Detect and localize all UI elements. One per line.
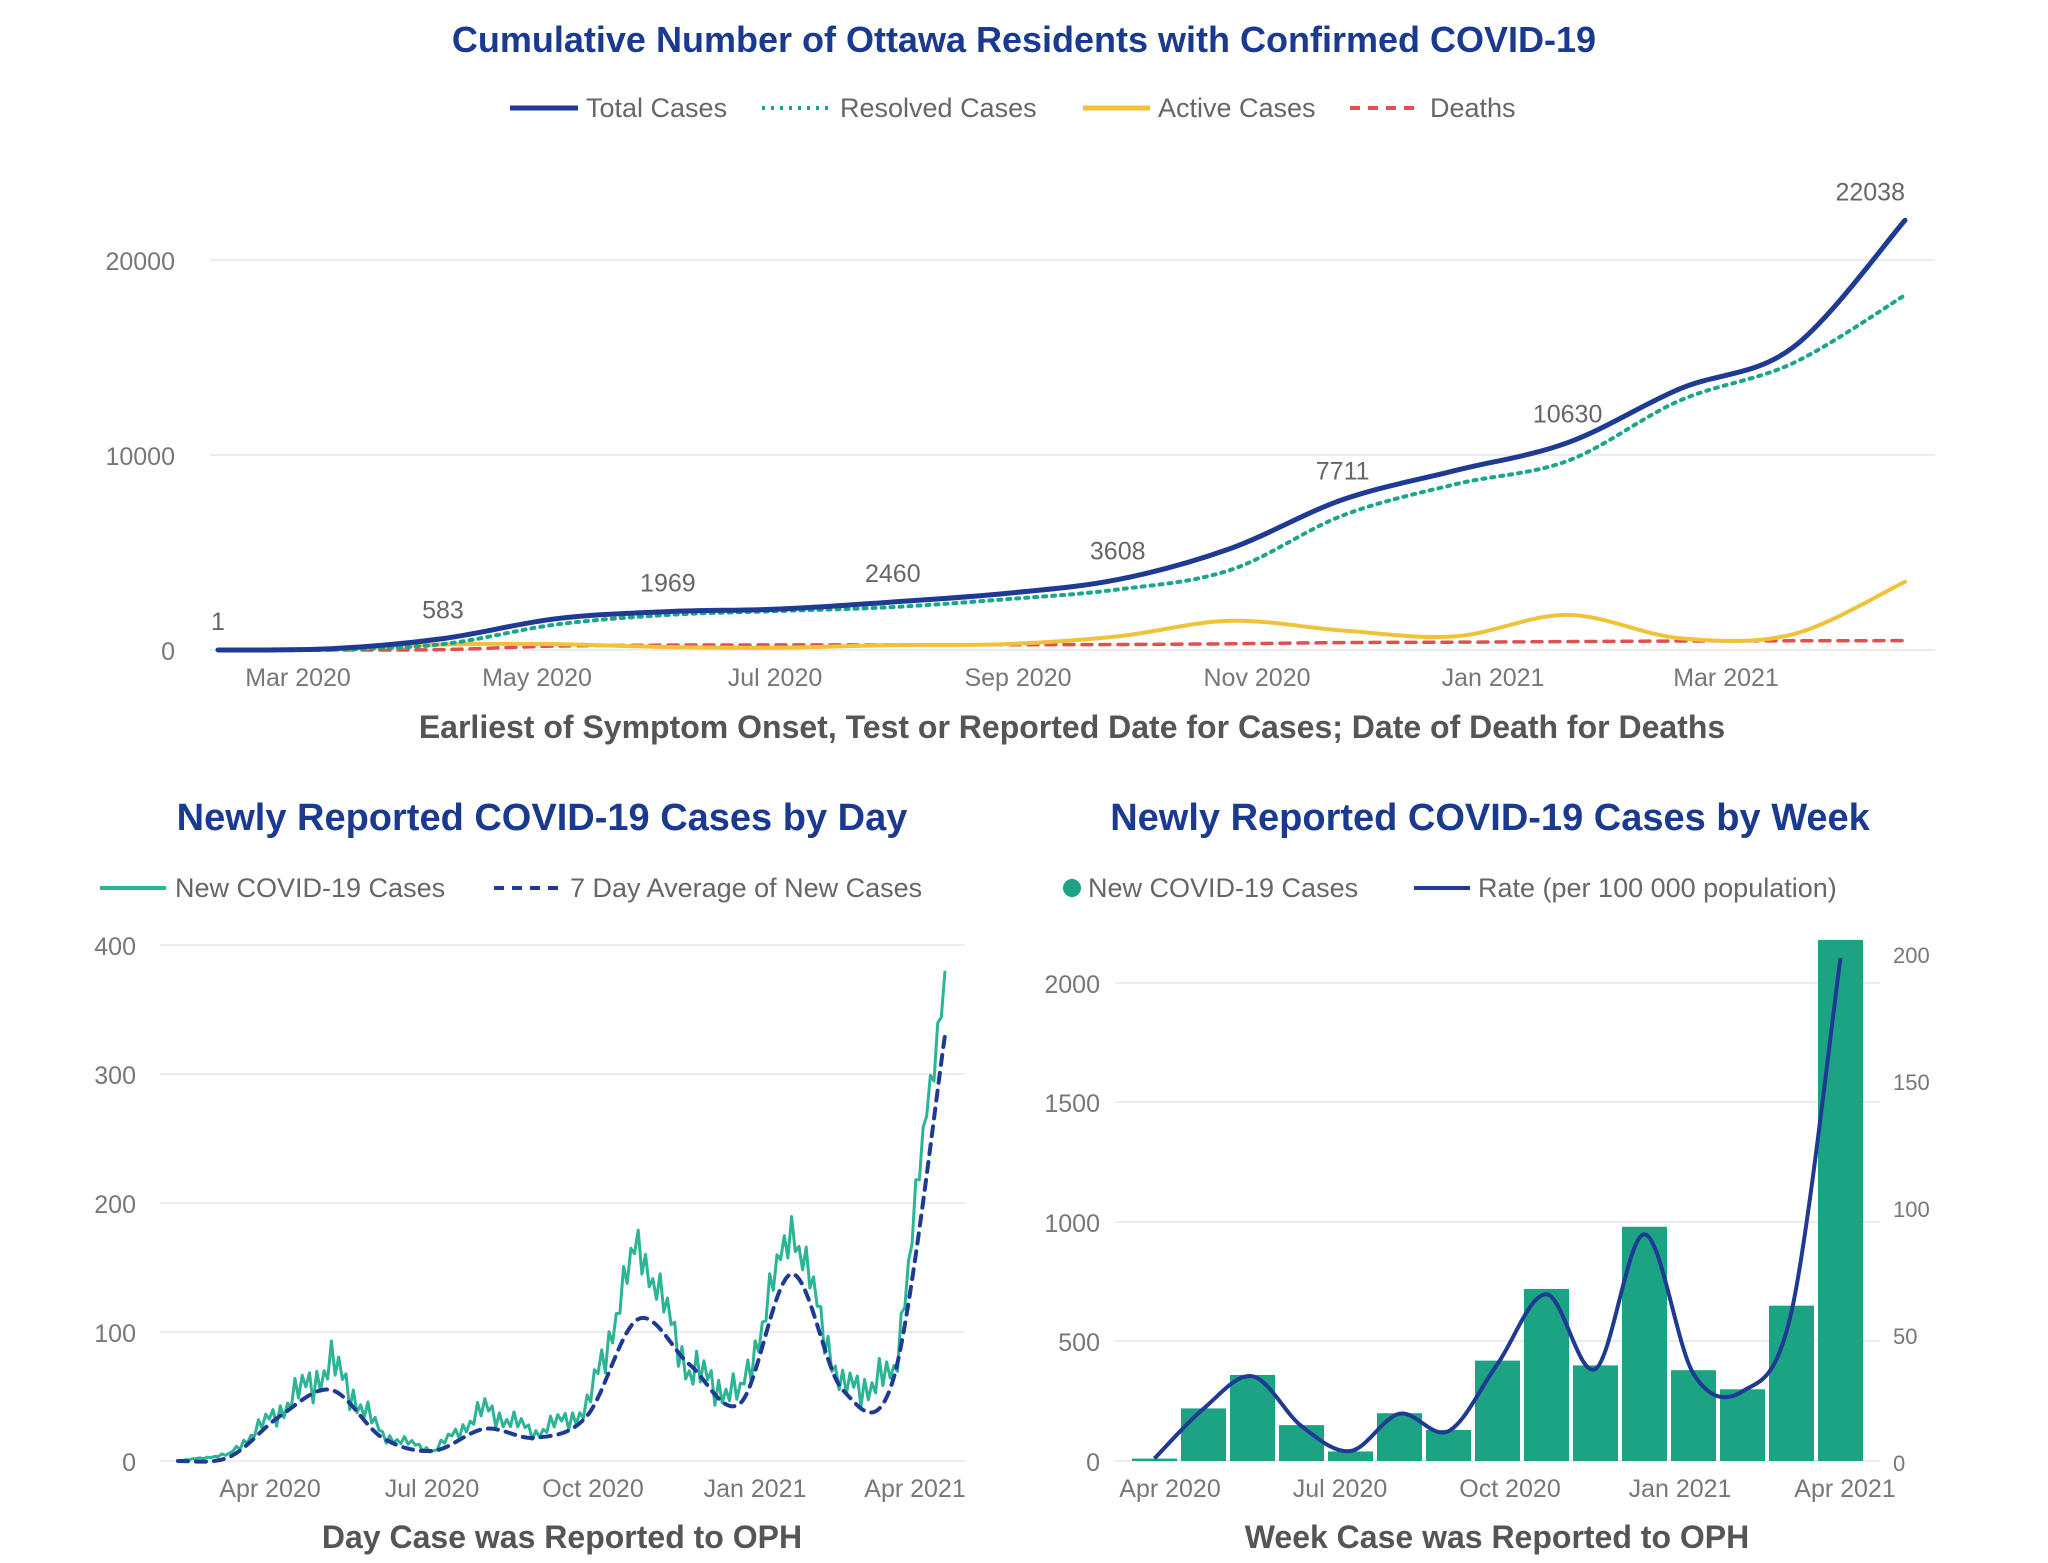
- data-label: 583: [422, 597, 464, 625]
- y-tick-label: 0: [122, 1449, 136, 1477]
- x-tick-label: Jul 2020: [385, 1475, 480, 1503]
- data-label: 1969: [640, 570, 696, 598]
- x-tick-label: May 2020: [482, 664, 592, 692]
- y2-tick-label: 150: [1893, 1070, 1930, 1095]
- x-tick-label: Oct 2020: [542, 1475, 643, 1503]
- x-tick-label: Apr 2020: [1119, 1475, 1220, 1503]
- weekly-x-axis-title: Week Case was Reported to OPH: [1245, 1519, 1749, 1555]
- series-line-new-covid-19-cases: [177, 970, 947, 1463]
- series-line-total-cases: [215, 217, 1908, 653]
- y2-tick-label: 50: [1893, 1324, 1917, 1349]
- legend-label-deaths: Deaths: [1430, 93, 1516, 123]
- legend-label-weekly-bars: New COVID-19 Cases: [1088, 873, 1358, 903]
- weekly-bar: [1132, 1458, 1177, 1461]
- legend-label-total: Total Cases: [586, 93, 727, 123]
- legend-label-resolved: Resolved Cases: [840, 93, 1037, 123]
- data-label: 10630: [1533, 401, 1603, 429]
- x-tick-label: Jan 2021: [704, 1475, 807, 1503]
- x-tick-label: Jul 2020: [728, 664, 823, 692]
- x-tick-label: Nov 2020: [1203, 664, 1310, 692]
- y-tick-label: 20000: [105, 248, 175, 276]
- y-tick-label: 1000: [1044, 1210, 1100, 1238]
- weekly-chart: Newly Reported COVID-19 Cases by Week Ne…: [1044, 797, 1929, 1555]
- series-line-7-day-average: [176, 1033, 947, 1464]
- weekly-plot-area: [1132, 939, 1863, 1461]
- data-label: 2460: [865, 560, 921, 588]
- weekly-bar: [1181, 1408, 1226, 1461]
- cumulative-x-axis-title: Earliest of Symptom Onset, Test or Repor…: [419, 709, 1725, 745]
- data-label: 7711: [1316, 458, 1370, 486]
- legend-swatch-weekly-bars: [1063, 879, 1081, 897]
- cumulative-plot-area: 1 583 1969 2460 3608 7711 10630 22038: [211, 178, 1908, 653]
- data-label: 22038: [1835, 178, 1905, 206]
- y-tick-label: 10000: [105, 443, 175, 471]
- y-tick-label: 0: [161, 638, 175, 666]
- y-tick-label: 500: [1058, 1329, 1100, 1357]
- daily-plot-area: [176, 970, 947, 1464]
- series-line-rate: [1153, 957, 1843, 1460]
- y-tick-label: 400: [94, 933, 136, 961]
- y-tick-label: 0: [1086, 1449, 1100, 1477]
- x-tick-label: Jul 2020: [1293, 1475, 1388, 1503]
- y-tick-label: 2000: [1044, 971, 1100, 999]
- legend-label-daily: New COVID-19 Cases: [175, 873, 445, 903]
- data-label: 3608: [1090, 538, 1146, 566]
- y2-tick-label: 200: [1893, 943, 1930, 968]
- y-tick-label: 200: [94, 1191, 136, 1219]
- cumulative-chart: Cumulative Number of Ottawa Residents wi…: [105, 19, 1935, 745]
- y-tick-label: 100: [94, 1320, 136, 1348]
- x-tick-label: Jan 2021: [1629, 1475, 1732, 1503]
- series-line-active-cases: [216, 579, 1907, 652]
- x-tick-label: Mar 2020: [245, 664, 351, 692]
- legend-label-avg: 7 Day Average of New Cases: [570, 873, 922, 903]
- daily-chart: Newly Reported COVID-19 Cases by Day New…: [94, 797, 965, 1555]
- y-tick-label: 1500: [1044, 1090, 1100, 1118]
- weekly-chart-title: Newly Reported COVID-19 Cases by Week: [1110, 797, 1870, 839]
- weekly-bar: [1426, 1429, 1471, 1461]
- daily-chart-title: Newly Reported COVID-19 Cases by Day: [177, 797, 908, 839]
- data-label: 1: [211, 608, 225, 636]
- x-tick-label: Mar 2021: [1673, 664, 1779, 692]
- daily-legend: New COVID-19 Cases 7 Day Average of New …: [100, 873, 922, 903]
- weekly-bar: [1475, 1360, 1520, 1461]
- weekly-legend: New COVID-19 Cases Rate (per 100 000 pop…: [1063, 873, 1837, 903]
- y2-tick-label: 100: [1893, 1197, 1930, 1222]
- weekly-bar: [1328, 1451, 1373, 1461]
- weekly-bar: [1573, 1365, 1618, 1461]
- legend-label-rate: Rate (per 100 000 population): [1478, 873, 1837, 903]
- series-line-resolved-cases: [216, 293, 1907, 653]
- series-line-deaths: [216, 638, 1907, 652]
- weekly-bar: [1671, 1370, 1716, 1461]
- x-tick-label: Apr 2020: [219, 1475, 320, 1503]
- y-tick-label: 300: [94, 1062, 136, 1090]
- daily-x-axis-title: Day Case was Reported to OPH: [322, 1519, 802, 1555]
- x-tick-label: Apr 2021: [864, 1475, 965, 1503]
- x-tick-label: Sep 2020: [964, 664, 1071, 692]
- weekly-bar: [1720, 1389, 1765, 1461]
- weekly-bar: [1230, 1374, 1275, 1461]
- x-tick-label: Apr 2021: [1794, 1475, 1895, 1503]
- x-tick-label: Jan 2021: [1442, 664, 1545, 692]
- cumulative-legend: Total Cases Resolved Cases Active Cases …: [510, 93, 1516, 123]
- cumulative-chart-title: Cumulative Number of Ottawa Residents wi…: [452, 19, 1596, 60]
- legend-label-active: Active Cases: [1158, 93, 1316, 123]
- weekly-bar: [1279, 1425, 1324, 1461]
- weekly-bar: [1769, 1305, 1814, 1461]
- y2-tick-label: 0: [1893, 1451, 1905, 1476]
- weekly-bar: [1818, 939, 1863, 1461]
- x-tick-label: Oct 2020: [1459, 1475, 1560, 1503]
